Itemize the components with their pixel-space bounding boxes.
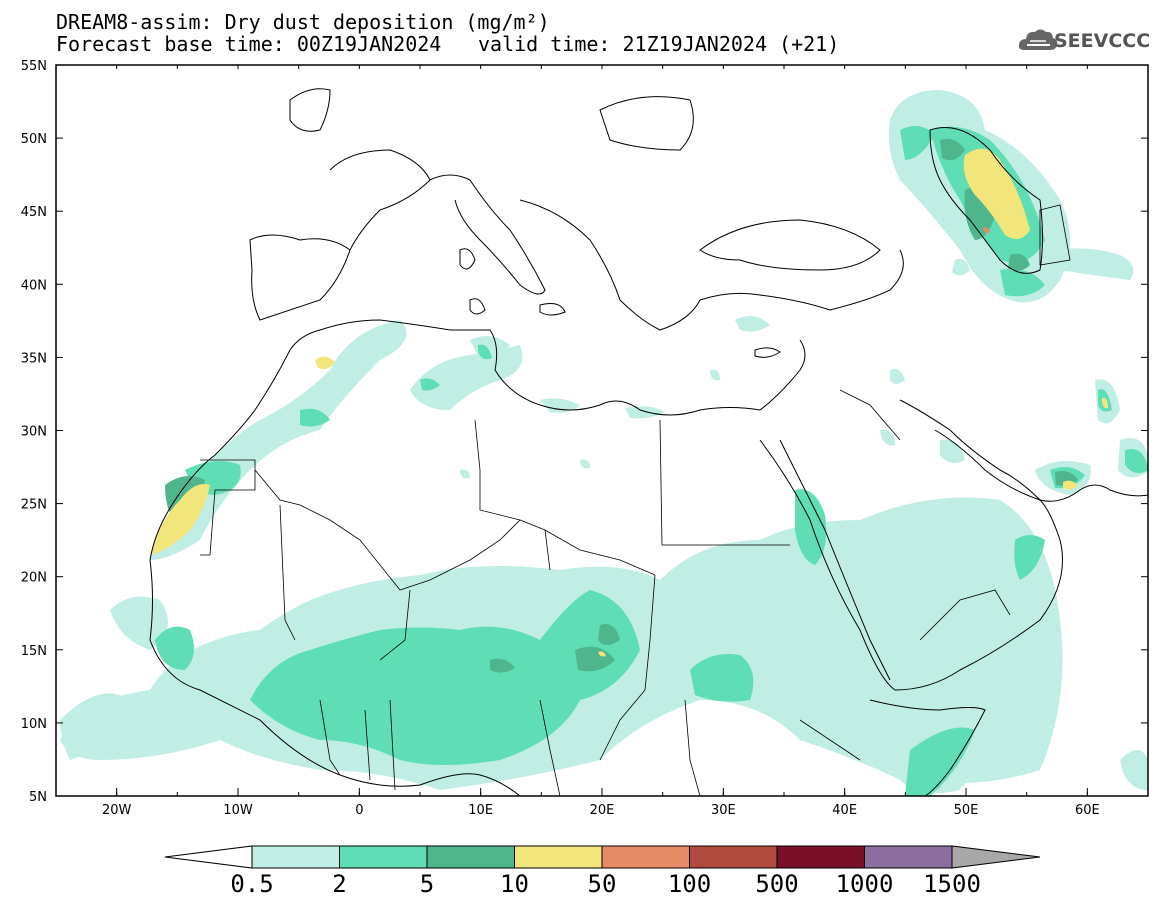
lat-tick-label: 35N — [21, 351, 47, 366]
colorbar-swatch — [426, 845, 515, 869]
lon-tick-label: 30E — [711, 803, 736, 818]
colorbar: 0.5 2 5 10 50 100 500 1000 1500 — [164, 845, 1041, 898]
lat-tick-label: 5N — [29, 790, 47, 805]
colorbar-label: 1000 — [836, 870, 894, 898]
colorbar-swatch — [864, 845, 953, 869]
coastlines — [149, 88, 1148, 796]
lon-tick-label: 10W — [223, 803, 253, 818]
lon-tick-label: 40E — [832, 803, 857, 818]
colorbar-over-arrow — [951, 845, 1041, 869]
lat-tick-label: 50N — [21, 132, 47, 147]
colorbar-label: 1500 — [923, 870, 981, 898]
colorbar-label: 500 — [755, 870, 798, 898]
lat-tick-label: 55N — [21, 59, 47, 74]
longitude-axis: 20W 10W 0 10E 20E 30E 40E 50E 60E — [55, 65, 1149, 818]
colorbar-swatch — [689, 845, 778, 869]
lon-tick-label: 20W — [102, 803, 132, 818]
colorbar-swatch — [514, 845, 603, 869]
lat-tick-label: 10N — [21, 717, 47, 732]
colorbar-under-arrow — [164, 845, 253, 869]
lat-tick-label: 15N — [21, 644, 47, 659]
forecast-base-time: Forecast base time: 00Z19JAN2024 — [56, 32, 442, 56]
colorbar-label: 5 — [420, 870, 434, 898]
valid-time: valid time: 21Z19JAN2024 (+21) — [478, 32, 840, 56]
lat-tick-label: 45N — [21, 205, 47, 220]
colorbar-swatch — [339, 845, 428, 869]
colorbar-swatch — [776, 845, 865, 869]
lon-tick-label: 50E — [954, 803, 979, 818]
latitude-axis: 55N 50N 45N 40N 35N 30N 25N 20N 15N 10N 5N — [21, 59, 1148, 805]
colorbar-label: 50 — [588, 870, 617, 898]
colorbar-label: 2 — [332, 870, 346, 898]
lon-tick-label: 0 — [355, 803, 363, 818]
lon-tick-label: 20E — [590, 803, 615, 818]
lat-tick-label: 25N — [21, 498, 47, 513]
logo-text: SEEVCCC — [1054, 30, 1151, 52]
chart-title: DREAM8-assim: Dry dust deposition (mg/m²… — [56, 10, 550, 34]
colorbar-swatch — [251, 845, 340, 869]
colorbar-swatch — [601, 845, 690, 869]
colorbar-label: 0.5 — [230, 870, 273, 898]
lon-tick-label: 60E — [1075, 803, 1100, 818]
lat-tick-label: 30N — [21, 425, 47, 440]
lat-tick-label: 20N — [21, 571, 47, 586]
colorbar-label: 100 — [668, 870, 711, 898]
lon-tick-label: 10E — [468, 803, 493, 818]
lat-tick-label: 40N — [21, 278, 47, 293]
colorbar-label: 10 — [500, 870, 529, 898]
cloud-logo-icon — [1018, 29, 1058, 50]
borders — [200, 204, 1071, 796]
